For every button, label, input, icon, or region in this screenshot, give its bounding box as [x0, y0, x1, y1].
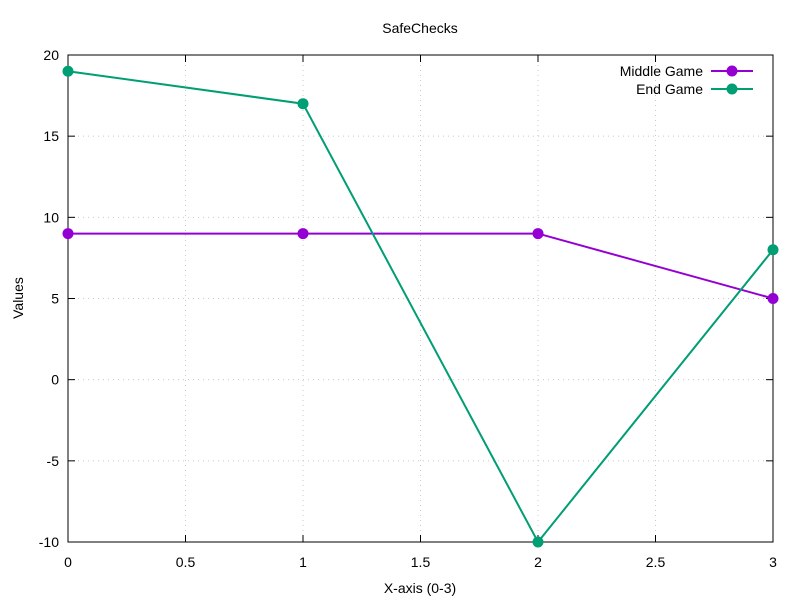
series-end-game: [62, 65, 779, 548]
chart-title: SafeChecks: [382, 20, 457, 36]
series-line: [68, 232, 774, 300]
legend-label: End Game: [636, 81, 703, 97]
x-tick-label: 1: [299, 554, 307, 570]
x-tick-label: 3: [769, 554, 777, 570]
legend-marker: [726, 83, 738, 95]
series-line: [67, 70, 774, 544]
data-point: [767, 244, 779, 256]
legend: Middle Game End Game: [620, 63, 753, 97]
x-tick-label: 1.5: [411, 554, 431, 570]
x-tick-label: 0: [64, 554, 72, 570]
x-tick-label: 2.5: [646, 554, 666, 570]
axis-ticks: 0 0.5 1 1.5 2 2.5 3 -10 -5 0 5 10 15 20: [39, 47, 777, 570]
y-tick-label: 0: [51, 372, 59, 388]
data-point: [297, 98, 309, 110]
data-point: [767, 293, 779, 304]
series-group: [62, 65, 779, 548]
y-tick-label: 15: [43, 128, 59, 144]
data-point: [532, 536, 544, 548]
y-tick-label: 10: [43, 209, 59, 225]
legend-entry: Middle Game: [620, 63, 753, 79]
x-axis-label: X-axis (0-3): [384, 580, 456, 596]
data-point: [297, 228, 309, 240]
legend-label: Middle Game: [620, 63, 703, 79]
y-tick-label: 5: [51, 291, 59, 307]
y-tick-label: -10: [39, 534, 59, 550]
data-point: [62, 65, 74, 77]
series-middle-game: [62, 228, 779, 304]
data-point: [532, 228, 544, 240]
legend-marker: [726, 65, 738, 77]
grid-lines: [68, 55, 773, 542]
y-axis-label: Values: [10, 277, 26, 319]
legend-entry: End Game: [636, 81, 753, 97]
y-tick-label: 20: [43, 47, 59, 63]
data-point: [62, 228, 74, 240]
x-tick-label: 2: [534, 554, 542, 570]
x-tick-label: 0.5: [176, 554, 196, 570]
y-tick-label: -5: [47, 453, 60, 469]
